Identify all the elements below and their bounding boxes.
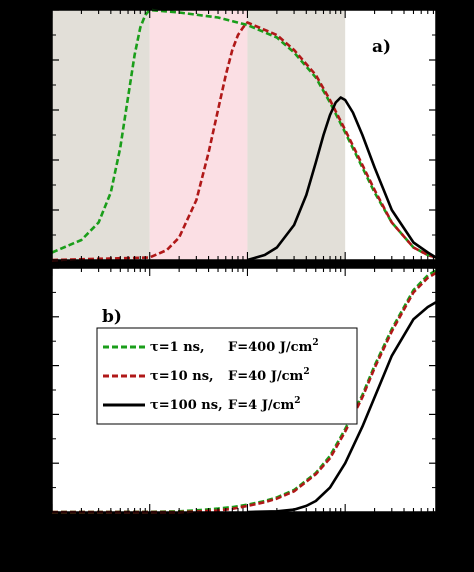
panel-a-ytick-label: 0.2	[23, 203, 47, 219]
panel-b-xtick-label: 10	[238, 518, 258, 534]
panel-a-ylabel-sub: 22	[20, 122, 33, 137]
legend-f-green: F=400 J/cm2	[228, 338, 319, 355]
legend-f-black: F=4 J/cm2	[228, 396, 301, 413]
panel-b-series-line-red-dashed	[52, 271, 437, 514]
panel-a: 0 0.2 0.4 0.6 0.8 1.0 a) ρ22	[12, 3, 437, 269]
panel-b-ytick-label: 0.4	[23, 407, 48, 423]
panel-a-shaded-region-pink	[149, 10, 248, 260]
panel-b-ylabel-sub: 33	[20, 377, 33, 392]
legend-tau-green: τ=1 ns,	[150, 340, 205, 355]
panel-a-ytick-label: 0.4	[23, 153, 48, 169]
panel-b-xtick-label: 1	[145, 518, 155, 534]
panel-b-ytick-label: 0.6	[23, 359, 47, 375]
panel-b-ylabel-main: ρ	[12, 392, 30, 404]
panel-a-series-line-red-dashed	[51, 21, 437, 262]
legend-tau-red: τ=10 ns,	[150, 369, 214, 384]
panel-b-label: b)	[102, 307, 122, 327]
panel-a-label: a)	[372, 37, 391, 57]
legend-tau-black: τ=100 ns,	[150, 398, 223, 413]
panel-a-ytick-label: 0	[37, 253, 47, 269]
panel-a-ylabel: ρ22	[12, 122, 33, 148]
panel-b-ticks: 0 0.2 0.4 0.6 0.8 1.0 0.1 1 10 100	[23, 261, 436, 534]
panel-b-legend: τ=1 ns, F=400 J/cm2 τ=10 ns, F=40 J/cm2 …	[96, 327, 358, 425]
panel-a-ticks: 0 0.2 0.4 0.6 0.8 1.0	[23, 3, 436, 269]
panel-a-series	[51, 8, 437, 262]
panel-b-xlabel: t (ns)	[221, 537, 267, 555]
panel-b-ylabel: ρ33	[12, 377, 33, 403]
panel-b-xtick-label: 0.1	[40, 518, 64, 534]
panel-b-ytick-label: 1.0	[23, 261, 48, 277]
panel-a-shaded-regions	[52, 10, 346, 260]
panel-a-ylabel-main: ρ	[12, 137, 30, 149]
panel-b-ytick-label: 0.2	[23, 456, 47, 472]
panel-a-ytick-label: 0.8	[23, 53, 47, 69]
panel-b-ytick-label: 0	[37, 505, 47, 521]
legend-f-red: F=40 J/cm2	[228, 367, 310, 384]
panel-a-series-line-black-solid	[247, 96, 437, 262]
panel-a-ytick-label: 0.6	[23, 103, 47, 119]
panel-b-xtick-label: 100	[331, 518, 360, 534]
panel-a-shaded-region-grey	[52, 10, 150, 260]
panel-b: 00.20.40.60.81.00.1 1 10 100 b) ρ33 t (ns) …	[12, 261, 437, 555]
panel-a-ytick-label: 1.0	[23, 3, 48, 19]
panel-b-ytick-label: 0.8	[23, 310, 47, 326]
